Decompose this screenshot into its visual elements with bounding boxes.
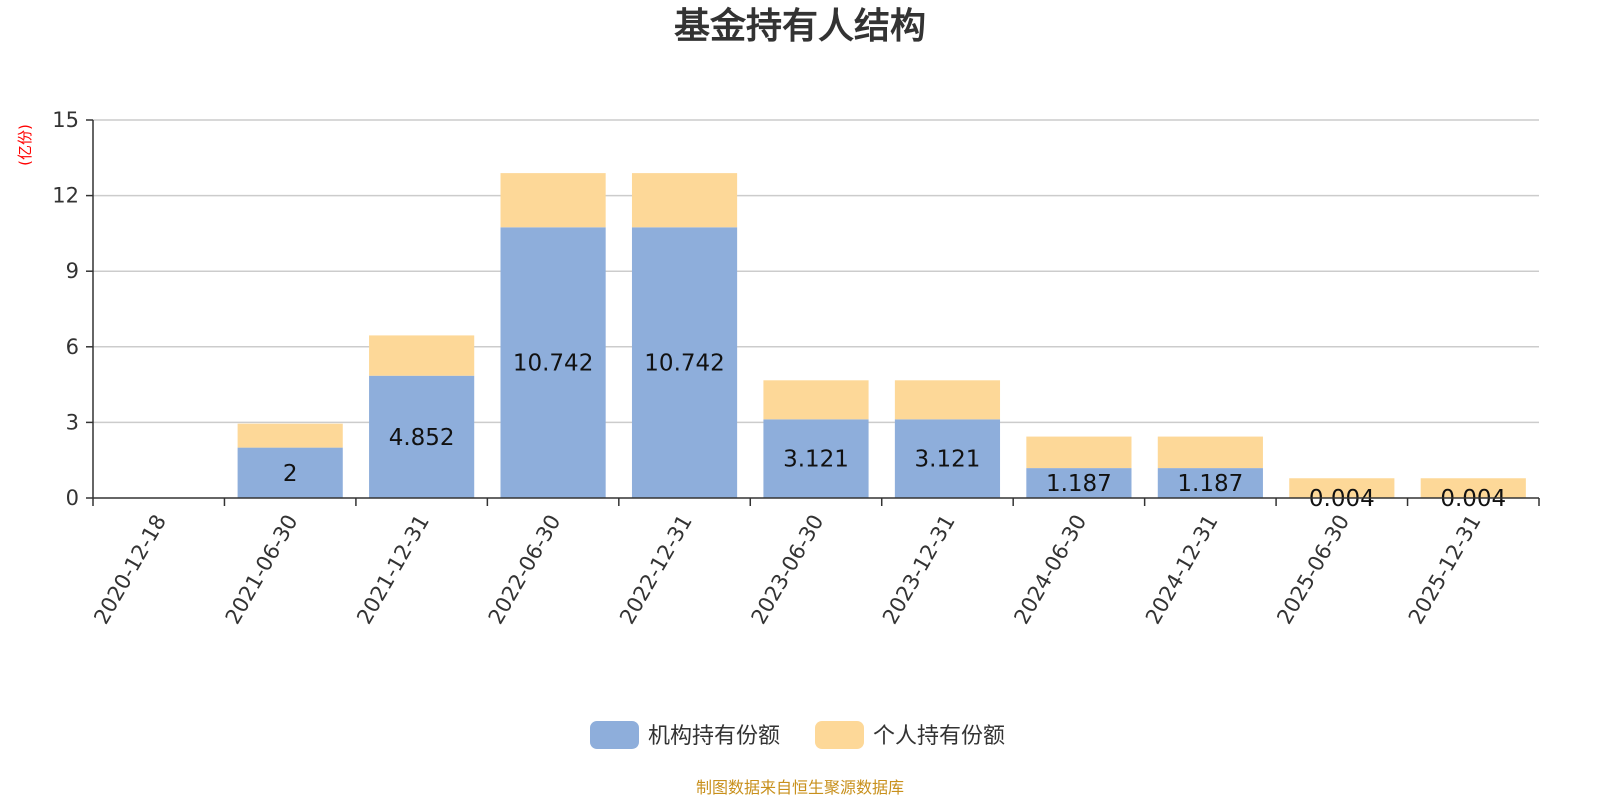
y-tick-label: 0 [66,486,79,510]
x-tick-label: 2021-06-30 [221,511,303,629]
bar-institutional[interactable] [500,227,606,498]
bars [237,173,1526,498]
data-source: 制图数据来自恒生聚源数据库 [696,778,904,797]
legend[interactable]: 机构持有份额 个人持有份额 [590,721,1005,749]
x-tick-label: 2022-12-31 [615,511,697,629]
bar-value-label: 0.004 [1440,486,1506,512]
x-tick-label: 2024-06-30 [1009,511,1091,629]
y-tick-label: 6 [66,335,79,359]
bar-institutional[interactable] [763,419,869,498]
y-tick-label: 15 [52,108,79,132]
legend-label[interactable]: 机构持有份额 [648,724,780,749]
bar-value-label: 2 [283,461,298,487]
bar-individual[interactable] [1289,478,1395,498]
x-tick-label: 2025-12-31 [1404,511,1486,629]
gridlines [93,119,1539,424]
x-tick-label: 2020-12-18 [89,511,171,629]
bar-value-label: 10.742 [513,351,593,377]
bar-individual[interactable] [500,173,606,228]
x-tick-label: 2024-12-31 [1141,511,1223,629]
bar-institutional[interactable] [1157,468,1263,498]
bar-individual[interactable] [1157,436,1263,469]
bar-value-label: 4.852 [389,425,455,451]
y-tick-label: 9 [66,259,79,283]
bar-individual[interactable] [237,423,343,448]
bar-value-label: 10.742 [644,351,724,377]
x-tick-label: 2021-12-31 [352,511,434,629]
bar-value-label: 3.121 [783,447,849,473]
legend-label[interactable]: 个人持有份额 [873,724,1005,749]
bar-value-label: 3.121 [915,447,981,473]
bar-individual[interactable] [763,380,869,420]
bar-institutional[interactable] [894,419,1001,498]
bar-institutional[interactable] [237,447,343,498]
x-tick-label: 2023-12-31 [878,511,960,629]
y-axis-unit: (亿份) [16,124,34,166]
bar-individual[interactable] [1026,436,1132,469]
chart-title: 基金持有人结构 [674,5,926,47]
bar-individual[interactable] [894,380,1001,420]
bar-individual[interactable] [1420,478,1526,498]
bar-value-label: 1.187 [1177,471,1243,497]
value-labels: 2 4.852 10.742 10.742 3.121 3.121 1.187 1.187 0.… [283,351,1506,512]
legend-swatch[interactable] [815,721,864,749]
bar-value-label: 0.004 [1309,486,1375,512]
bar-institutional[interactable] [1026,468,1132,498]
bar-value-label: 1.187 [1046,471,1112,497]
y-tick-label: 3 [66,410,79,434]
bar-individual[interactable] [369,335,475,376]
x-tick-label: 2025-06-30 [1272,511,1354,629]
bar-individual[interactable] [631,173,738,228]
bar-institutional[interactable] [631,227,738,498]
legend-swatch[interactable] [590,721,639,749]
bar-institutional[interactable] [369,375,475,498]
x-tick-label: 2023-06-30 [747,511,829,629]
y-tick-label: 12 [52,184,79,208]
x-tick-label: 2022-06-30 [484,511,566,629]
